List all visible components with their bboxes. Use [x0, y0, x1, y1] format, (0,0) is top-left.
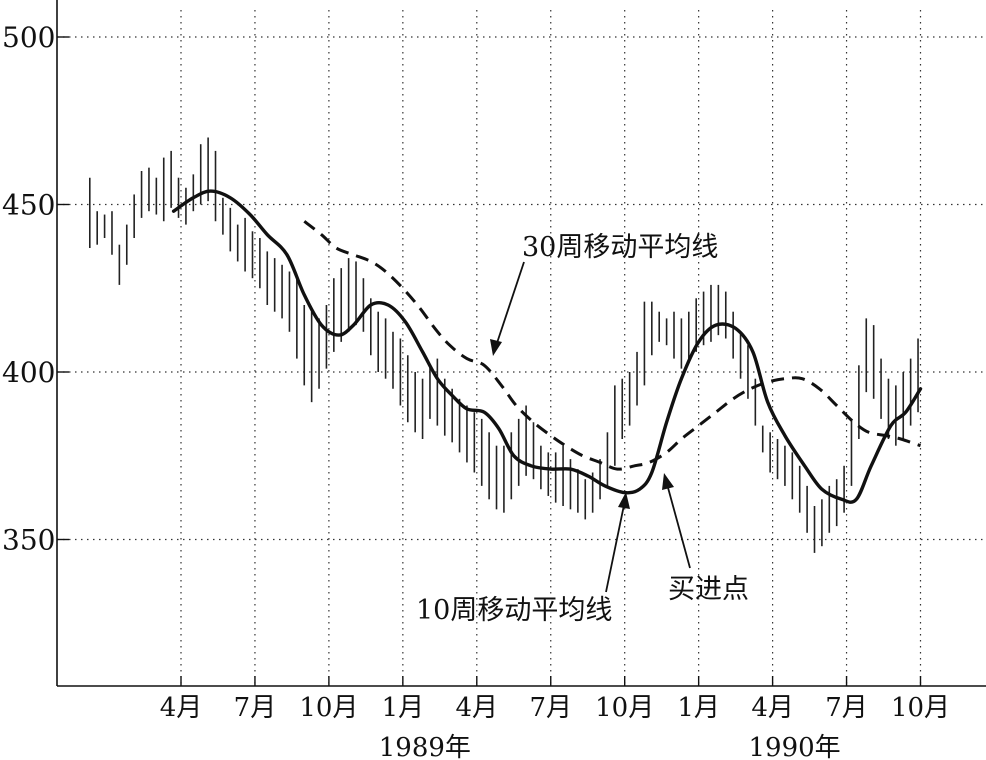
x-tick-label-7: 1月	[677, 693, 720, 723]
x-tick-label-6: 10月	[595, 693, 654, 723]
y-tick-label-350: 350	[2, 524, 55, 557]
y-tick-label-400: 400	[2, 356, 55, 389]
series-lines	[171, 189, 923, 504]
year-labels: 1989年 1990年	[379, 733, 841, 760]
arrow-ma30	[490, 261, 525, 356]
ma10-line	[171, 189, 923, 504]
ma30-line	[303, 220, 921, 471]
x-tick-label-2: 10月	[299, 693, 358, 723]
x-tick-label-3: 1月	[382, 693, 425, 723]
y-tick-label-500: 500	[2, 21, 55, 54]
x-tick-label-0: 4月	[160, 693, 203, 723]
year-label-0: 1989年	[379, 733, 471, 760]
price-bars	[88, 137, 919, 553]
y-tick-label-450: 450	[2, 189, 55, 222]
year-label-1: 1990年	[749, 733, 841, 760]
annotation-ma30-label: 30周移动平均线	[522, 232, 718, 263]
x-tick-label-9: 7月	[825, 693, 868, 723]
x-tick-labels: 4月 7月 10月 1月 4月 7月 10月 1月 4月 7月 10月	[160, 676, 950, 723]
x-tick-label-10: 10月	[891, 693, 950, 723]
x-tick-label-4: 4月	[456, 693, 499, 723]
annotation-ma10-label: 10周移动平均线	[416, 595, 612, 626]
arrow-ma10	[605, 492, 630, 593]
x-tick-label-1: 7月	[234, 693, 277, 723]
y-tick-labels: 350 400 450 500	[2, 21, 69, 557]
x-tick-label-8: 4月	[751, 693, 794, 723]
arrow-buy-point	[662, 473, 691, 569]
grid-lines	[57, 10, 986, 686]
x-tick-label-5: 7月	[529, 693, 572, 723]
annotation-buy-point-label: 买进点	[668, 574, 749, 605]
